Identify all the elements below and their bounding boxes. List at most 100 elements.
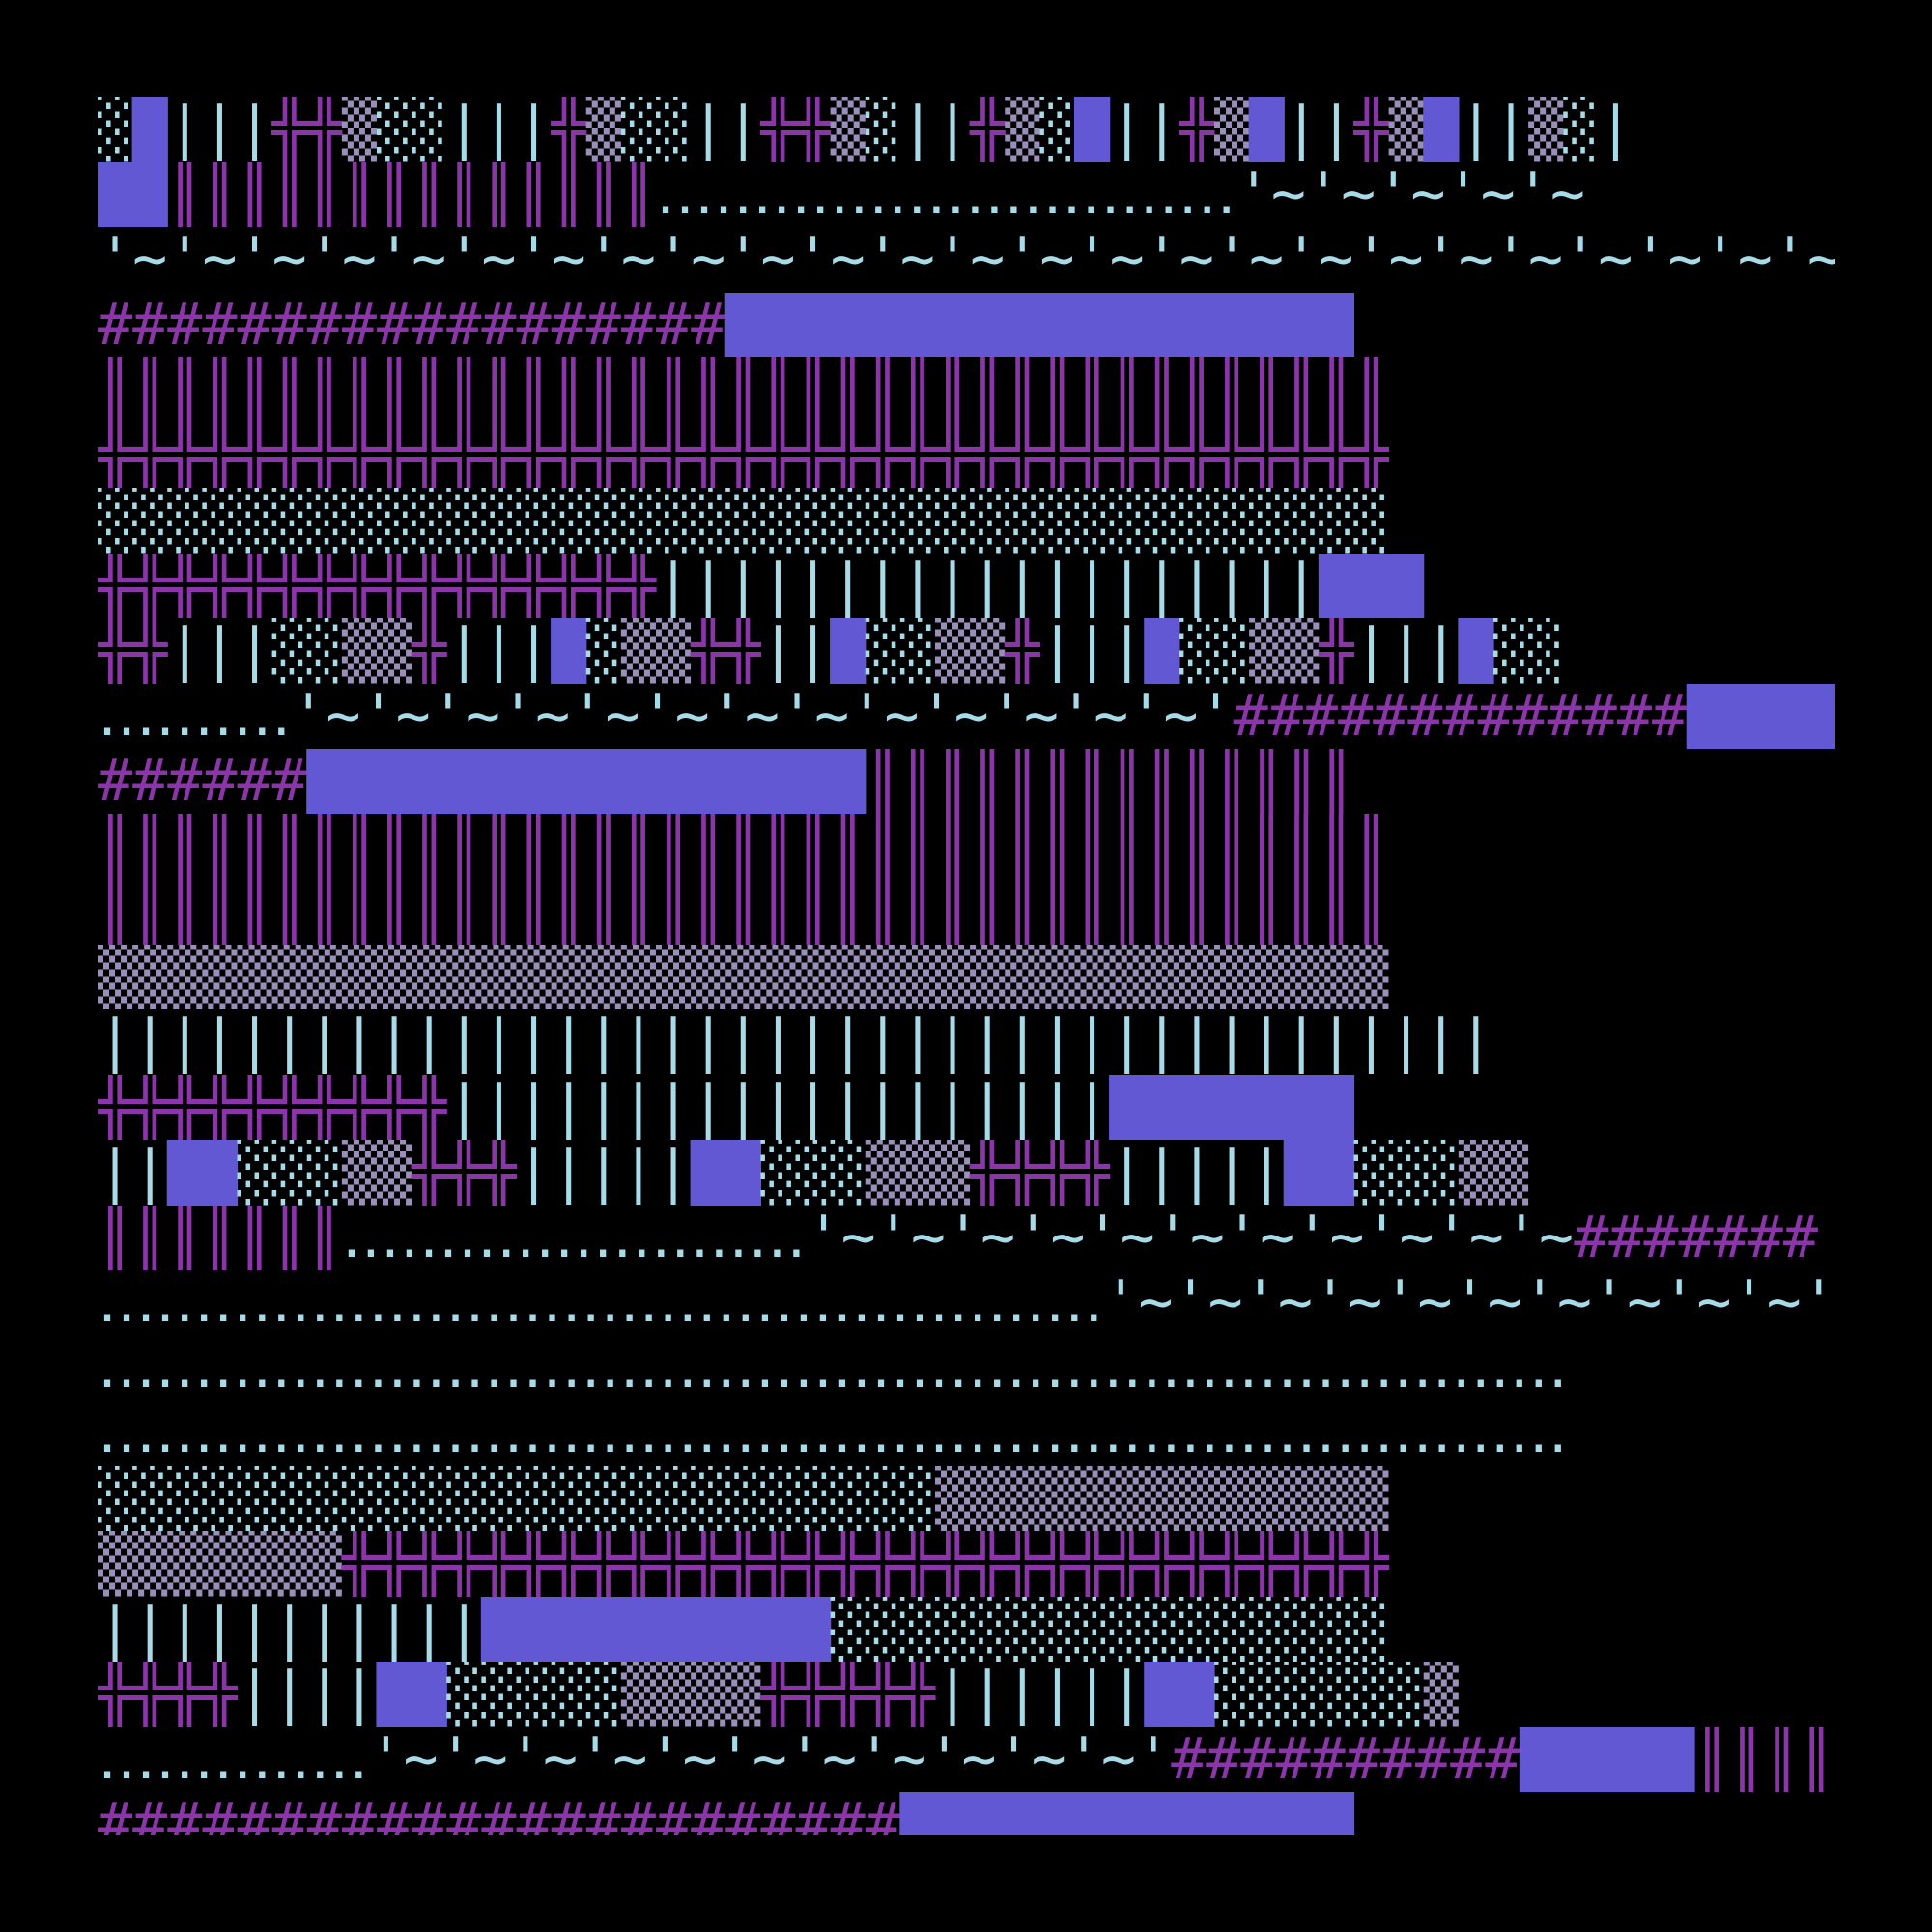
glyph-run: |||| (237, 1662, 378, 1727)
glyph-run: ||| (167, 618, 272, 684)
art-row: ‥‥‥‥‥‥‥‥‥‥‥‥‥‥‥‥‥‥‥‥‥‥‥‥‥‥‥‥‥‥‥‥‥‥‥‥‥‥ (98, 1336, 1835, 1402)
art-row: ‥‥‥‥‥‥‥‥‥‥‥‥‥‥‥‥‥‥‥‥‥‥‥‥‥‥‥‥‥‥‥‥‥‥‥‥‥‥ (98, 1401, 1835, 1466)
glyph-run: ‥‥‥‥‥‥‥‥‥‥‥‥‥‥‥‥‥‥‥‥‥‥‥‥‥‥‥‥‥‥‥‥‥‥‥‥‥‥ (98, 1335, 1568, 1401)
glyph-run: ██ (691, 1140, 761, 1206)
glyph-run: ███████ (1109, 1074, 1354, 1140)
glyph-run: ╬╬╬╬╬╬╬╬╬╬ (98, 1074, 447, 1140)
glyph-run: ╬ (1005, 618, 1040, 684)
glyph-run: ╬ (551, 97, 586, 162)
glyph-run: ╬╬╬╬ (98, 1662, 238, 1727)
glyph-run: ██ (1284, 1140, 1354, 1206)
glyph-run: ░ (585, 618, 621, 684)
glyph-run: || (899, 97, 971, 162)
art-row: ║║║║║║║║║║║║║║║║║║║║║║║║║║║║║║║║║║║║║ (98, 814, 1835, 880)
glyph-run: ██████████████████ (725, 292, 1354, 357)
glyph-run: |||||||||||||||||||||||||||||||||||||||| (98, 1009, 1493, 1075)
art-row: |||||||||||||||||||||||||||||||||||||||| (98, 1009, 1835, 1075)
glyph-run: |||||| (935, 1662, 1145, 1727)
glyph-run: ||||| (1109, 1140, 1285, 1206)
art-row: ║║║║║║║║║║║║║║║║║║║║║║║║║║║║║║║║║║║║║ (98, 357, 1835, 423)
glyph-run: ██ (377, 1662, 447, 1727)
glyph-run: '~'~'~'~'~'~'~'~'~'~' (1103, 1270, 1835, 1336)
art-row: ##################██████████████████ (98, 293, 1835, 358)
glyph-run: ▒▒ (935, 618, 1006, 684)
glyph-run: ║║║║║║║║║║║║║║ (865, 749, 1354, 814)
glyph-run: ▒▒ (1249, 618, 1320, 684)
glyph-run: ‥‥‥‥‥‥‥ (98, 1726, 369, 1792)
glyph-run: █████ (1520, 1726, 1695, 1792)
glyph-run: ░░░░░░░░░░░░░░░░░░░░░░░░░░░░░░░░░░░░░ (98, 488, 1389, 554)
glyph-run: █ (551, 618, 586, 684)
glyph-run: ‥‥‥‥‥‥‥‥‥‥‥‥ (341, 1205, 807, 1270)
ascii-art-canvas: ░█|||╬╬▒░░|||╬▒░░||╬╬▒░||╬▒░█||╬▒█||╬▒█|… (98, 97, 1835, 1835)
glyph-run: ░░░░░░ (1214, 1662, 1424, 1727)
glyph-run: ░░ (620, 97, 692, 162)
glyph-run: ▒▒ (620, 618, 692, 684)
glyph-run: ╬╬╬╬╬╬╬╬╬╬╬╬╬╬╬╬╬╬╬╬╬╬╬╬╬╬╬╬╬╬ (341, 1531, 1389, 1597)
glyph-run: ║║║║║║║ (98, 1205, 342, 1270)
glyph-run: ╬╬ (98, 618, 168, 684)
glyph-run: ░ (98, 97, 133, 162)
glyph-run: ╬╬ (691, 618, 761, 684)
glyph-run: ▒ (830, 97, 866, 162)
glyph-run: ########## (1171, 1726, 1520, 1792)
glyph-run: ╬╬ (271, 97, 342, 162)
glyph-run: '~'~'~'~'~'~'~'~'~'~'~' (368, 1726, 1172, 1792)
glyph-run: ╬╬╬╬╬╬╬╬╬╬╬╬╬╬╬╬╬╬╬╬╬╬╬╬╬╬╬╬╬╬╬╬╬╬╬╬╬ (98, 422, 1389, 488)
glyph-run: ###### (98, 749, 307, 814)
art-row: ‥‥‥‥‥‥‥'~'~'~'~'~'~'~'~'~'~'~'##########… (98, 1727, 1835, 1793)
glyph-run: █████████████ (899, 1792, 1354, 1835)
art-row: ╬╬╬╬╬╬╬╬╬╬╬╬╬╬╬╬|||||||||||||||||||███ (98, 554, 1835, 619)
glyph-run: ▒▒ (341, 618, 412, 684)
art-row: ######████████████████║║║║║║║║║║║║║║ (98, 749, 1835, 814)
glyph-run: ||| (1353, 618, 1459, 684)
art-row: ╬╬╬╬╬╬╬╬╬╬╬╬╬╬╬╬╬╬╬╬╬╬╬╬╬╬╬╬╬╬╬╬╬╬╬╬╬ (98, 423, 1835, 489)
glyph-run: ▒▒▒▒▒▒▒ (98, 1531, 342, 1597)
glyph-run: || (1109, 97, 1179, 162)
glyph-run: ||||||||||||||||||| (446, 1074, 1110, 1140)
glyph-run: ░░ (1179, 618, 1250, 684)
glyph-run: ╬ (412, 618, 447, 684)
glyph-run: '~'~'~'~'~ (1236, 161, 1585, 227)
glyph-run: ||| (446, 97, 552, 162)
glyph-run: '~'~'~'~'~'~'~'~'~'~'~'~'~'~'~'~'~'~'~'~… (98, 227, 1835, 293)
glyph-run: ▒ (585, 97, 621, 162)
glyph-run: ███ (1319, 553, 1424, 618)
glyph-run: █ (1074, 97, 1110, 162)
glyph-run: ####################### (98, 1792, 900, 1835)
glyph-run: ╬ (1179, 97, 1214, 162)
glyph-run: ||||||||||| (98, 1596, 482, 1662)
glyph-run: ▒▒ (341, 1140, 412, 1206)
art-row: ║║║║║║║‥‥‥‥‥‥‥‥‥‥‥‥'~'~'~'~'~'~'~'~'~'~'… (98, 1206, 1835, 1271)
glyph-run: ██ (98, 161, 168, 227)
glyph-run: ║║║║║║║║║║║║║║ (167, 161, 656, 227)
glyph-run: '~'~'~'~'~'~'~'~'~'~'~'~'~' (291, 683, 1234, 749)
glyph-run: ▒ (1005, 97, 1040, 162)
glyph-run: ▒▒▒▒▒▒▒▒▒▒▒▒▒ (934, 1465, 1389, 1531)
glyph-run: █ (132, 97, 168, 162)
glyph-run: ██████████ (481, 1596, 831, 1662)
art-row: ▒▒▒▒▒▒▒▒▒▒▒▒▒▒▒▒▒▒▒▒▒▒▒▒▒▒▒▒▒▒▒▒▒▒▒▒▒ (98, 945, 1835, 1010)
glyph-run: ▒ (341, 97, 377, 162)
glyph-run: ║║║║║║║║║║║║║║║║║║║║║║║║║║║║║║║║║║║║║ (98, 813, 1389, 879)
art-row: ╬╬╬╬||||██░░░░░▒▒▒▒╬╬╬╬╬||||||██░░░░░░▒ (98, 1662, 1835, 1727)
glyph-run: ▒ (1423, 1662, 1459, 1727)
glyph-run: █ (1458, 618, 1493, 684)
glyph-run: ░░░ (237, 1140, 342, 1206)
glyph-run: ############# (1233, 683, 1688, 749)
glyph-run: ▒ (1214, 97, 1250, 162)
glyph-run: || (760, 618, 831, 684)
glyph-run: ║║║║ (1694, 1726, 1834, 1792)
glyph-run: ░ (1039, 97, 1075, 162)
glyph-run: ‥‥‥‥‥ (98, 683, 292, 749)
glyph-run: ╬╬╬╬╬ (760, 1662, 935, 1727)
art-row: |||||||||||██████████░░░░░░░░░░░░░░░░ (98, 1597, 1835, 1662)
glyph-run: ░░ (377, 97, 447, 162)
glyph-run: █ (1249, 97, 1285, 162)
glyph-run: █ (1144, 618, 1179, 684)
glyph-run: ╬ (1353, 97, 1389, 162)
glyph-run: ╬╬╬╬ (970, 1140, 1110, 1206)
glyph-run: ||| (446, 618, 552, 684)
glyph-run: ░░ (865, 618, 935, 684)
art-row: ██║║║║║║║║║║║║║║‥‥‥‥‥‥‥‥‥‥‥‥‥‥‥'~'~'~'~'… (98, 162, 1835, 228)
